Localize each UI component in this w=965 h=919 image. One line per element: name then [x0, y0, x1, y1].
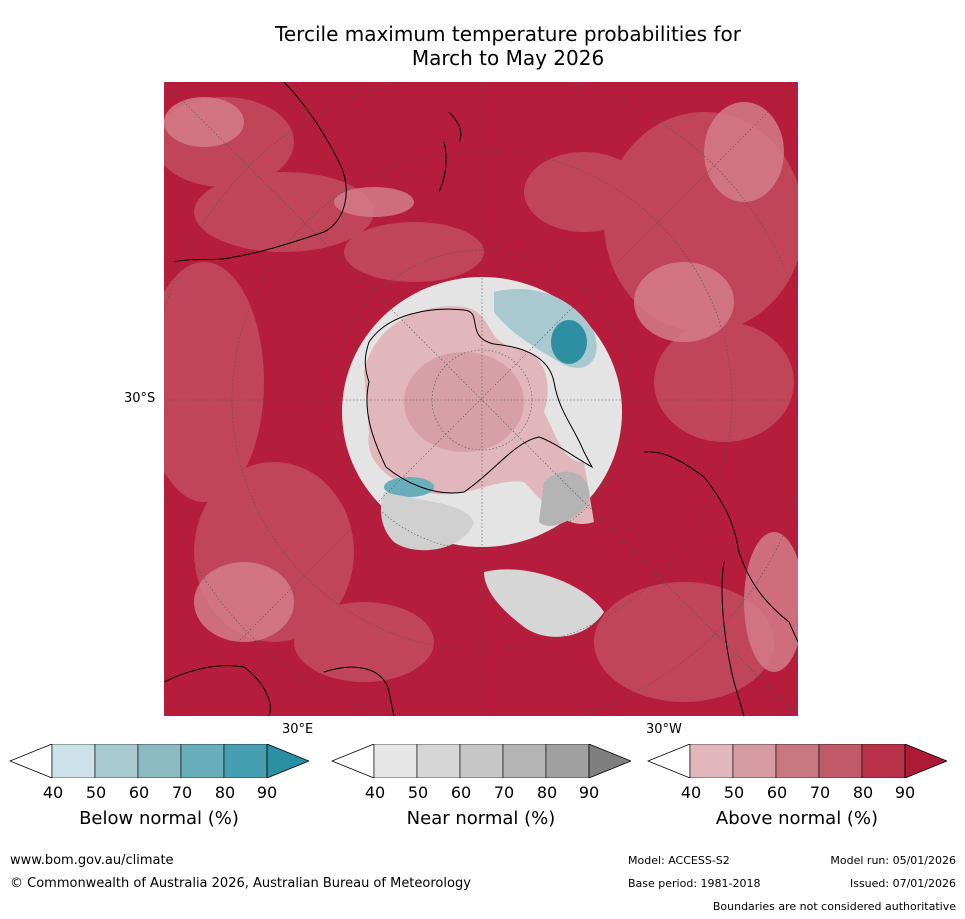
disclaimer: Boundaries are not considered authoritat…: [712, 900, 956, 913]
colorbar-title-below: Below normal (%): [79, 808, 239, 829]
latitude-label: 30°S: [124, 391, 156, 406]
title-line-2: March to May 2026: [411, 46, 605, 70]
probability-map: [164, 82, 798, 716]
tick-label: 80: [214, 783, 236, 802]
colorbar-segment: [137, 744, 182, 778]
colorbar-segment: [689, 744, 734, 778]
near-normal-area-2: [539, 471, 590, 526]
colorbar-segment: [51, 744, 96, 778]
tick-label: 70: [493, 783, 515, 802]
colorbar-segment: [180, 744, 225, 778]
colorbar-segment: [732, 744, 777, 778]
tick-label: 50: [85, 783, 107, 802]
colorbar-segment: [94, 744, 139, 778]
colorbar-arrow-high: [904, 744, 947, 778]
south-america-coastline: [643, 451, 798, 716]
copyright-text: © Commonwealth of Australia 2026, Austra…: [10, 876, 471, 891]
colorbar-arrow-high: [588, 744, 631, 778]
colorbar-segment: [775, 744, 820, 778]
colorbar-segment: [545, 744, 590, 778]
colorbar-segment: [818, 744, 863, 778]
graticule: [164, 82, 798, 716]
colorbar-segment: [223, 744, 268, 778]
tick-label: 80: [536, 783, 558, 802]
coastlines: [164, 82, 798, 716]
model-name: Model: ACCESS-S2: [628, 854, 730, 867]
colorbar-below-normal: [9, 744, 309, 778]
colorbar-arrow-low: [9, 744, 53, 778]
colorbar-arrow-low: [647, 744, 691, 778]
longitude-label-east: 30°E: [282, 722, 314, 737]
tick-label: 60: [766, 783, 788, 802]
tick-label: 50: [723, 783, 745, 802]
tick-label: 70: [171, 783, 193, 802]
issued-date: Issued: 07/01/2026: [849, 877, 956, 890]
colorbar-arrow-low: [331, 744, 375, 778]
near-normal-area-3: [484, 569, 604, 637]
colorbar-segment: [861, 744, 906, 778]
model-run-date: Model run: 05/01/2026: [830, 854, 956, 867]
colorbar-title-near: Near normal (%): [406, 808, 556, 829]
colorbar-above-normal: [647, 744, 947, 778]
colorbar-title-above: Above normal (%): [715, 808, 879, 829]
tick-label: 80: [852, 783, 874, 802]
tick-label: 40: [42, 783, 64, 802]
tick-label: 60: [450, 783, 472, 802]
tick-label: 40: [364, 783, 386, 802]
tick-label: 90: [894, 783, 916, 802]
colorbar-segment: [502, 744, 547, 778]
tick-label: 70: [809, 783, 831, 802]
base-period: Base period: 1981-2018: [628, 877, 761, 890]
colorbar-segment: [416, 744, 461, 778]
map-title: Tercile maximum temperature probabilitie…: [160, 22, 856, 70]
tick-label: 90: [578, 783, 600, 802]
longitude-label-west: 30°W: [646, 722, 682, 737]
antarctica-coastline: [364, 308, 594, 494]
above-normal-patches: [164, 97, 798, 702]
below-normal-area-2: [384, 477, 434, 497]
tick-label: 40: [680, 783, 702, 802]
colorbar-segment: [459, 744, 504, 778]
colorbar-segment: [373, 744, 418, 778]
tick-label: 90: [256, 783, 278, 802]
near-normal-area-1: [381, 492, 474, 551]
title-line-1: Tercile maximum temperature probabilitie…: [275, 22, 741, 46]
colorbar-near-normal: [331, 744, 631, 778]
colorbar-arrow-high: [266, 744, 309, 778]
australia-coastline: [173, 82, 347, 263]
indian-ocean-coastline: [323, 666, 395, 716]
website-link[interactable]: www.bom.gov.au/climate: [10, 853, 174, 868]
africa-coastline: [164, 665, 271, 716]
below-normal-core-1: [551, 320, 587, 364]
above-normal-light-patches: [164, 97, 798, 672]
new-zealand-coastline: [438, 111, 462, 193]
tick-label: 60: [128, 783, 150, 802]
tick-label: 50: [407, 783, 429, 802]
